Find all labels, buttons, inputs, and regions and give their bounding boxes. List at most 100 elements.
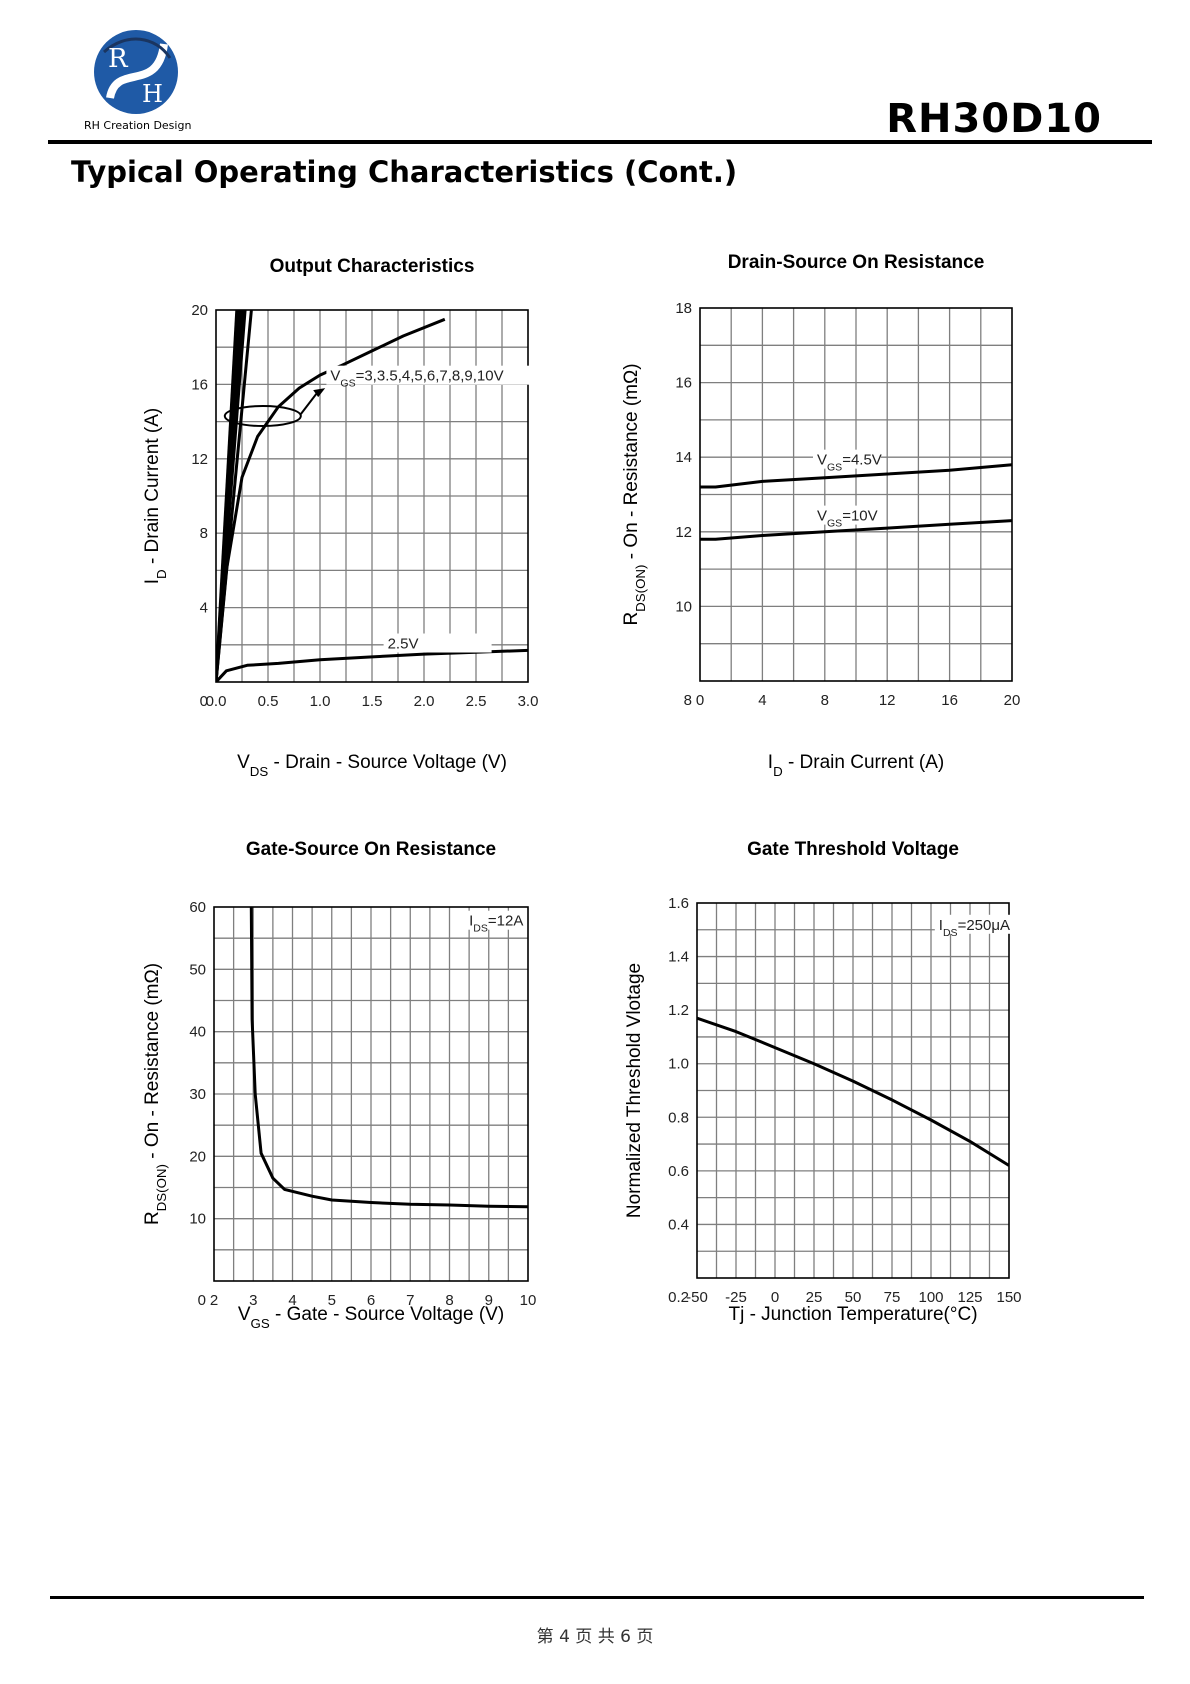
chart-title: Output Characteristics	[270, 256, 475, 277]
part-number: RH30D10	[886, 96, 1102, 142]
x-tick-label: 3	[249, 1292, 257, 1309]
x-tick-label: 0.5	[258, 693, 279, 710]
company-logo: R H RH Creation Design	[78, 22, 198, 132]
x-tick-label: 7	[406, 1292, 414, 1309]
annotation-label: VGS=10V	[817, 508, 878, 530]
x-tick-label: 0	[771, 1289, 779, 1306]
series-line	[700, 519, 1012, 541]
x-tick-label: 125	[957, 1289, 982, 1306]
x-tick-label: 9	[485, 1292, 493, 1309]
x-tick-label: 5	[328, 1292, 336, 1309]
x-axis-label: Tj - Junction Temperature(°C)	[728, 1304, 977, 1325]
y-tick-label: 20	[189, 1148, 206, 1165]
y-tick-label: 60	[189, 899, 206, 916]
series-line	[700, 463, 1012, 489]
x-tick-label: 12	[879, 692, 896, 709]
y-axis-label: RDS(ON) - On - Resistance (mΩ)	[142, 963, 169, 1225]
page-number: 第 4 页 共 6 页	[536, 1627, 654, 1647]
logo-letter-h: H	[142, 80, 163, 108]
x-tick-label: 4	[288, 1292, 296, 1309]
y-tick-label: 16	[191, 376, 208, 393]
y-tick-label: 0.4	[668, 1216, 689, 1233]
charts-canvas: Output Characteristics 0.0 0.5 1.0 1.5 2.0 2.5…	[142, 252, 1022, 1331]
x-tick-label: 0.0	[206, 693, 227, 710]
x-tick-label: 100	[918, 1289, 943, 1306]
header-divider	[48, 140, 1152, 144]
logo-letter-r: R	[108, 44, 129, 74]
annotation-bg	[465, 910, 526, 930]
annotation-bg	[813, 449, 881, 469]
plot-frame	[696, 902, 1010, 1279]
grid	[697, 903, 1009, 1278]
x-tick-label: 16	[941, 692, 958, 709]
plot-frame	[213, 906, 529, 1282]
x-tick-label: 150	[996, 1289, 1021, 1306]
y-tick-label: 1.0	[668, 1056, 689, 1073]
x-tick-label: 75	[884, 1289, 901, 1306]
y-tick-label: 20	[191, 302, 208, 319]
annotation-bg	[326, 365, 531, 385]
chart-title: Gate Threshold Voltage	[747, 839, 959, 860]
annotation-bg	[383, 633, 492, 653]
grid	[700, 308, 1012, 681]
y-tick-label: 0	[200, 693, 208, 710]
x-tick-label: -25	[725, 1289, 747, 1306]
chart-2: Drain-Source On Resistance 0 4 8 12 16 20 8 10 12…	[621, 252, 1020, 779]
chart-title: Drain-Source On Resistance	[728, 252, 985, 273]
series-line	[697, 1016, 1009, 1167]
y-axis-label: ID - Drain Current (A)	[142, 408, 169, 584]
x-tick-label: 25	[806, 1289, 823, 1306]
y-tick-label: 0.8	[668, 1109, 689, 1126]
logo-text: RH Creation Design	[84, 119, 192, 132]
page-title: Typical Operating Characteristics (Cont.…	[71, 155, 738, 189]
y-axis-label: RDS(ON) - On - Resistance (mΩ)	[621, 363, 648, 625]
y-tick-label: 30	[189, 1086, 206, 1103]
y-tick-label: 1.4	[668, 949, 689, 966]
y-tick-label: 1.6	[668, 895, 689, 912]
y-tick-label: 50	[189, 961, 206, 978]
y-tick-label: 1.2	[668, 1002, 689, 1019]
chart-3: Gate-Source On Resistance 2 3 4 5 6 7 8 9 10 0 10 20…	[142, 839, 536, 1331]
chart-title: Gate-Source On Resistance	[246, 839, 496, 860]
series-line	[216, 317, 446, 682]
annotation-label: IDS=250μA	[939, 917, 1010, 939]
arrow-head	[313, 388, 326, 398]
chart-1: Output Characteristics 0.0 0.5 1.0 1.5 2.0 2.5…	[142, 256, 538, 779]
plot-frame	[215, 309, 529, 683]
x-tick-label: 10	[520, 1292, 537, 1309]
annotation-label: 2.5V	[388, 636, 419, 653]
x-tick-label: 2.0	[414, 693, 435, 710]
x-axis-label: VDS - Drain - Source Voltage (V)	[237, 752, 507, 779]
y-tick-label: 16	[675, 375, 692, 392]
grid	[216, 310, 528, 682]
y-tick-label: 8	[200, 525, 208, 542]
rh-logo-icon: R H	[94, 30, 178, 114]
x-tick-label: 0	[696, 692, 704, 709]
y-tick-label: 40	[189, 1024, 206, 1041]
y-tick-label: 12	[191, 451, 208, 468]
x-tick-label: 8	[821, 692, 829, 709]
y-tick-label: 0.6	[668, 1163, 689, 1180]
x-axis-label: ID - Drain Current (A)	[768, 752, 944, 779]
y-tick-label: 14	[675, 449, 692, 466]
curve-group-ellipse	[223, 405, 302, 428]
series-line	[216, 648, 528, 682]
x-tick-label: 3.0	[518, 693, 539, 710]
annotation-label: VGS=3,3.5,4,5,6,7,8,9,10V	[330, 368, 503, 390]
x-tick-label: 2.5	[466, 693, 487, 710]
chart-4: Gate Threshold Voltage -50 -25 0 25 50 75 100 12…	[624, 839, 1022, 1325]
x-tick-label: 50	[845, 1289, 862, 1306]
y-tick-label: 18	[675, 300, 692, 317]
x-tick-label: 1.0	[310, 693, 331, 710]
y-tick-label: 0.2	[668, 1289, 689, 1306]
grid	[214, 907, 528, 1281]
x-tick-label: 4	[758, 692, 766, 709]
x-tick-label: 2	[210, 1292, 218, 1309]
x-tick-label: 8	[445, 1292, 453, 1309]
x-tick-label: -50	[686, 1289, 708, 1306]
annotation-label: IDS=12A	[469, 913, 523, 935]
y-tick-label: 12	[675, 524, 692, 541]
y-tick-label: 10	[675, 598, 692, 615]
y-axis-label: Normalized Threshold Vlotage	[624, 963, 645, 1218]
annotation-label: VGS=4.5V	[817, 452, 882, 474]
